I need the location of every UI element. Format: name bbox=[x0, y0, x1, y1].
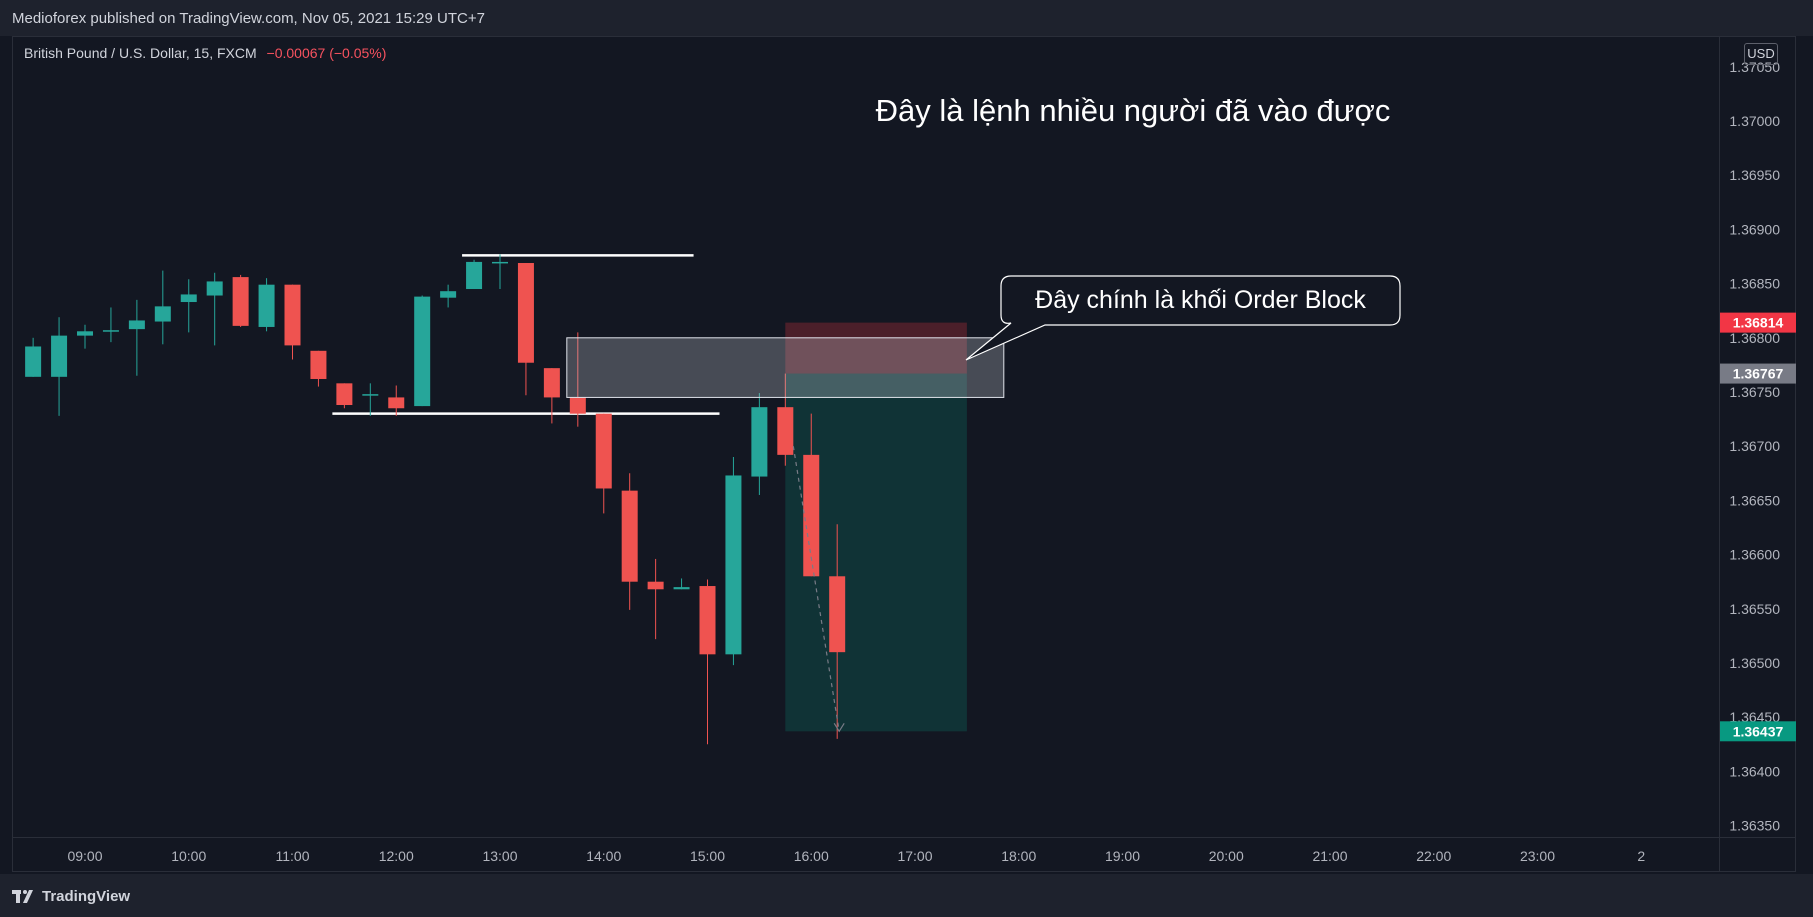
candle-body[interactable] bbox=[154, 306, 171, 322]
annotation-text-order-block: Đây chính là khối Order Block bbox=[1035, 286, 1366, 314]
candle-body[interactable] bbox=[336, 383, 353, 406]
brand[interactable]: TradingView bbox=[12, 888, 130, 905]
x-tick-label: 19:00 bbox=[1105, 848, 1140, 864]
projection-arrow-head bbox=[833, 722, 845, 733]
candle-body[interactable] bbox=[388, 397, 405, 409]
candle-body[interactable] bbox=[569, 397, 586, 414]
candle-body[interactable] bbox=[310, 350, 327, 379]
y-tick-label: 1.36400 bbox=[1729, 763, 1780, 779]
published-info: Medioforex published on TradingView.com,… bbox=[12, 10, 485, 27]
y-tick-label: 1.36750 bbox=[1729, 384, 1780, 400]
y-tick-label: 1.36900 bbox=[1729, 221, 1780, 237]
stop-loss-zone[interactable] bbox=[785, 322, 967, 374]
x-tick-label: 16:00 bbox=[794, 848, 829, 864]
candle-body[interactable] bbox=[25, 346, 42, 377]
price-label-text: 1.36814 bbox=[1733, 315, 1784, 331]
candle-body[interactable] bbox=[466, 261, 483, 290]
projection-arrow bbox=[792, 446, 840, 732]
x-tick-label: 11:00 bbox=[276, 848, 310, 864]
candle-body[interactable] bbox=[517, 263, 534, 363]
currency-badge[interactable]: USD bbox=[1744, 43, 1778, 65]
symbol-name: British Pound / U.S. Dollar, 15, FXCM bbox=[24, 45, 257, 61]
candle-body[interactable] bbox=[673, 587, 690, 590]
candle-body[interactable] bbox=[232, 277, 249, 326]
brand-name: TradingView bbox=[42, 888, 131, 905]
annotation-text-orders: Đây là lệnh nhiều người đã vào được bbox=[876, 93, 1391, 128]
symbol-legend[interactable]: British Pound / U.S. Dollar, 15, FXCM −0… bbox=[24, 45, 386, 61]
candle-body[interactable] bbox=[543, 368, 560, 398]
candle-body[interactable] bbox=[829, 576, 846, 653]
y-tick-label: 1.37050 bbox=[1729, 59, 1780, 75]
y-tick-label: 1.36700 bbox=[1729, 438, 1780, 454]
x-tick-label: 23:00 bbox=[1520, 848, 1555, 864]
candle-body[interactable] bbox=[102, 330, 119, 332]
y-tick-label: 1.36800 bbox=[1729, 330, 1780, 346]
x-tick-label: 20:00 bbox=[1209, 848, 1244, 864]
x-tick-label: 09:00 bbox=[67, 848, 102, 864]
price-change: −0.00067 (−0.05%) bbox=[266, 45, 387, 61]
x-tick-label: 22:00 bbox=[1416, 848, 1451, 864]
candle-body[interactable] bbox=[699, 586, 716, 655]
x-tick-label: 15:00 bbox=[690, 848, 725, 864]
candle-body[interactable] bbox=[803, 454, 820, 577]
candle-body[interactable] bbox=[647, 581, 664, 590]
x-tick-label: 14:00 bbox=[586, 848, 621, 864]
y-tick-label: 1.36450 bbox=[1729, 709, 1780, 725]
candle-body[interactable] bbox=[414, 296, 431, 407]
candle-body[interactable] bbox=[492, 261, 508, 264]
price-label-badge bbox=[1720, 721, 1796, 742]
candle-body[interactable] bbox=[206, 281, 223, 296]
y-tick-label: 1.36850 bbox=[1729, 276, 1780, 292]
y-tick-label: 1.36350 bbox=[1729, 818, 1780, 834]
x-tick-label: 17:00 bbox=[897, 848, 932, 864]
x-tick-label: 12:00 bbox=[379, 848, 414, 864]
candle-body[interactable] bbox=[258, 284, 275, 327]
candle-body[interactable] bbox=[284, 284, 301, 346]
x-tick-label: 2 bbox=[1637, 848, 1645, 864]
candle-body[interactable] bbox=[362, 394, 379, 396]
y-tick-label: 1.37000 bbox=[1729, 113, 1780, 129]
candle-body[interactable] bbox=[621, 490, 638, 582]
candle-body[interactable] bbox=[77, 331, 93, 336]
candle-body[interactable] bbox=[595, 413, 612, 489]
top-bar: Medioforex published on TradingView.com,… bbox=[0, 0, 1813, 36]
x-tick-label: 21:00 bbox=[1312, 848, 1347, 864]
candle-body[interactable] bbox=[51, 335, 68, 377]
y-tick-label: 1.36650 bbox=[1729, 492, 1780, 508]
price-label-text: 1.36437 bbox=[1733, 723, 1784, 739]
bottom-bar bbox=[0, 874, 1813, 917]
candle-body[interactable] bbox=[180, 294, 197, 303]
y-tick-label: 1.36950 bbox=[1729, 167, 1780, 183]
y-tick-label: 1.36500 bbox=[1729, 655, 1780, 671]
candle-body[interactable] bbox=[777, 407, 794, 455]
tradingview-logo-icon bbox=[12, 889, 36, 904]
candle-body[interactable] bbox=[440, 291, 457, 298]
y-tick-label: 1.36600 bbox=[1729, 547, 1780, 563]
order-block-callout[interactable] bbox=[965, 275, 1401, 361]
candle-body[interactable] bbox=[751, 407, 768, 477]
y-tick-label: 1.36550 bbox=[1729, 601, 1780, 617]
candle-body[interactable] bbox=[128, 320, 145, 330]
price-label-text: 1.36767 bbox=[1733, 366, 1784, 382]
price-label-badge bbox=[1720, 363, 1796, 384]
order-block-zone[interactable] bbox=[566, 337, 1005, 398]
x-tick-label: 13:00 bbox=[482, 848, 517, 864]
chart-frame[interactable] bbox=[12, 36, 1796, 872]
x-tick-label: 10:00 bbox=[171, 848, 206, 864]
price-label-badge bbox=[1720, 312, 1796, 333]
candle-body[interactable] bbox=[725, 475, 742, 655]
x-tick-label: 18:00 bbox=[1001, 848, 1036, 864]
